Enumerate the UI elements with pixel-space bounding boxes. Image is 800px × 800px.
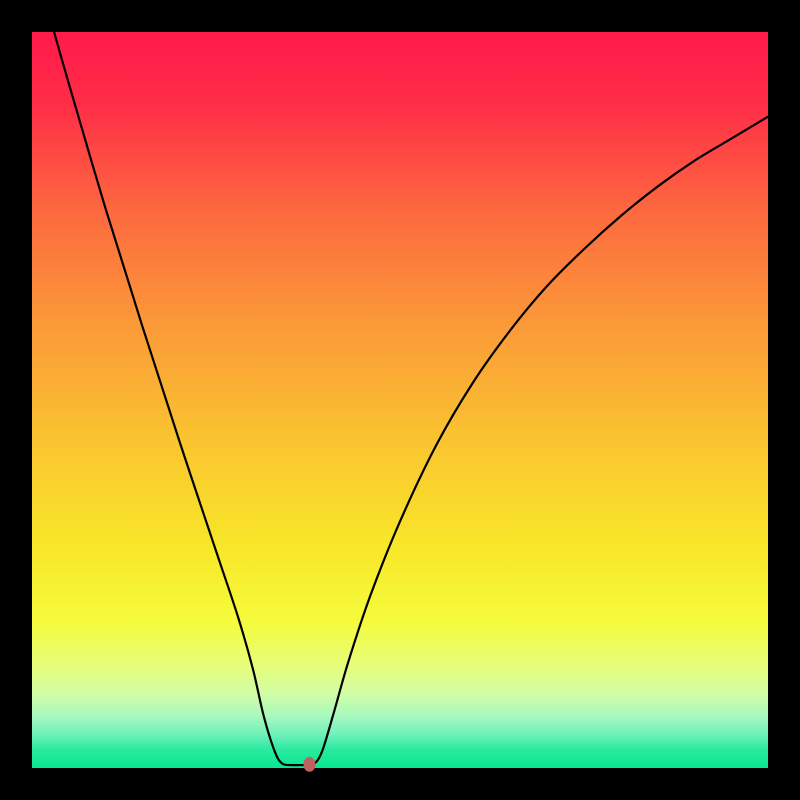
optimal-point-marker [303, 757, 315, 772]
chart-container: TheBottleneck.com [0, 0, 800, 800]
gradient-background [32, 32, 768, 768]
bottleneck-chart [0, 0, 800, 800]
